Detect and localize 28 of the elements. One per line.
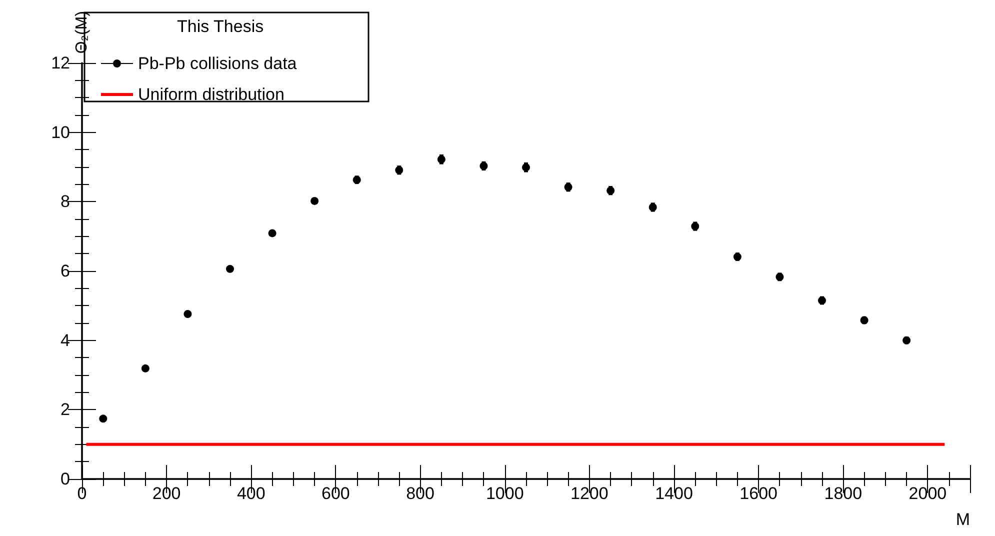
x-tick-label: 400: [236, 484, 266, 503]
y-tick-label: 0: [60, 470, 70, 488]
y-tick-label: 6: [60, 262, 70, 280]
x-tick-label: 200: [152, 484, 181, 503]
x-tick-label: 0: [77, 484, 87, 503]
x-tick-label: 1400: [655, 484, 693, 503]
x-tick-label: 1800: [824, 484, 862, 503]
point: [99, 414, 108, 423]
x-tick-label: 1600: [740, 484, 778, 503]
x-tick-label: 2000: [908, 484, 947, 503]
y-tick-label: 2: [60, 400, 70, 420]
point: [226, 264, 234, 273]
y-tick-label: 10: [51, 122, 70, 142]
legend-title: This Thesis: [177, 17, 264, 36]
x-tick-label: 1200: [570, 484, 608, 503]
legend-label: Uniform distribution: [138, 85, 284, 104]
point: [184, 310, 192, 318]
y-tick-label: 8: [60, 192, 70, 212]
x-axis-title: M: [956, 510, 970, 529]
point: [268, 229, 276, 238]
point: [141, 364, 150, 372]
y-tick-label: 4: [60, 330, 70, 350]
x-tick-label: 600: [322, 484, 350, 503]
legend-label: Pb-Pb collisions data: [138, 54, 298, 73]
y-tick-label: 12: [51, 54, 70, 72]
x-tick-label: 800: [406, 484, 434, 503]
x-tick-label: 1000: [486, 484, 524, 503]
point: [310, 196, 319, 205]
